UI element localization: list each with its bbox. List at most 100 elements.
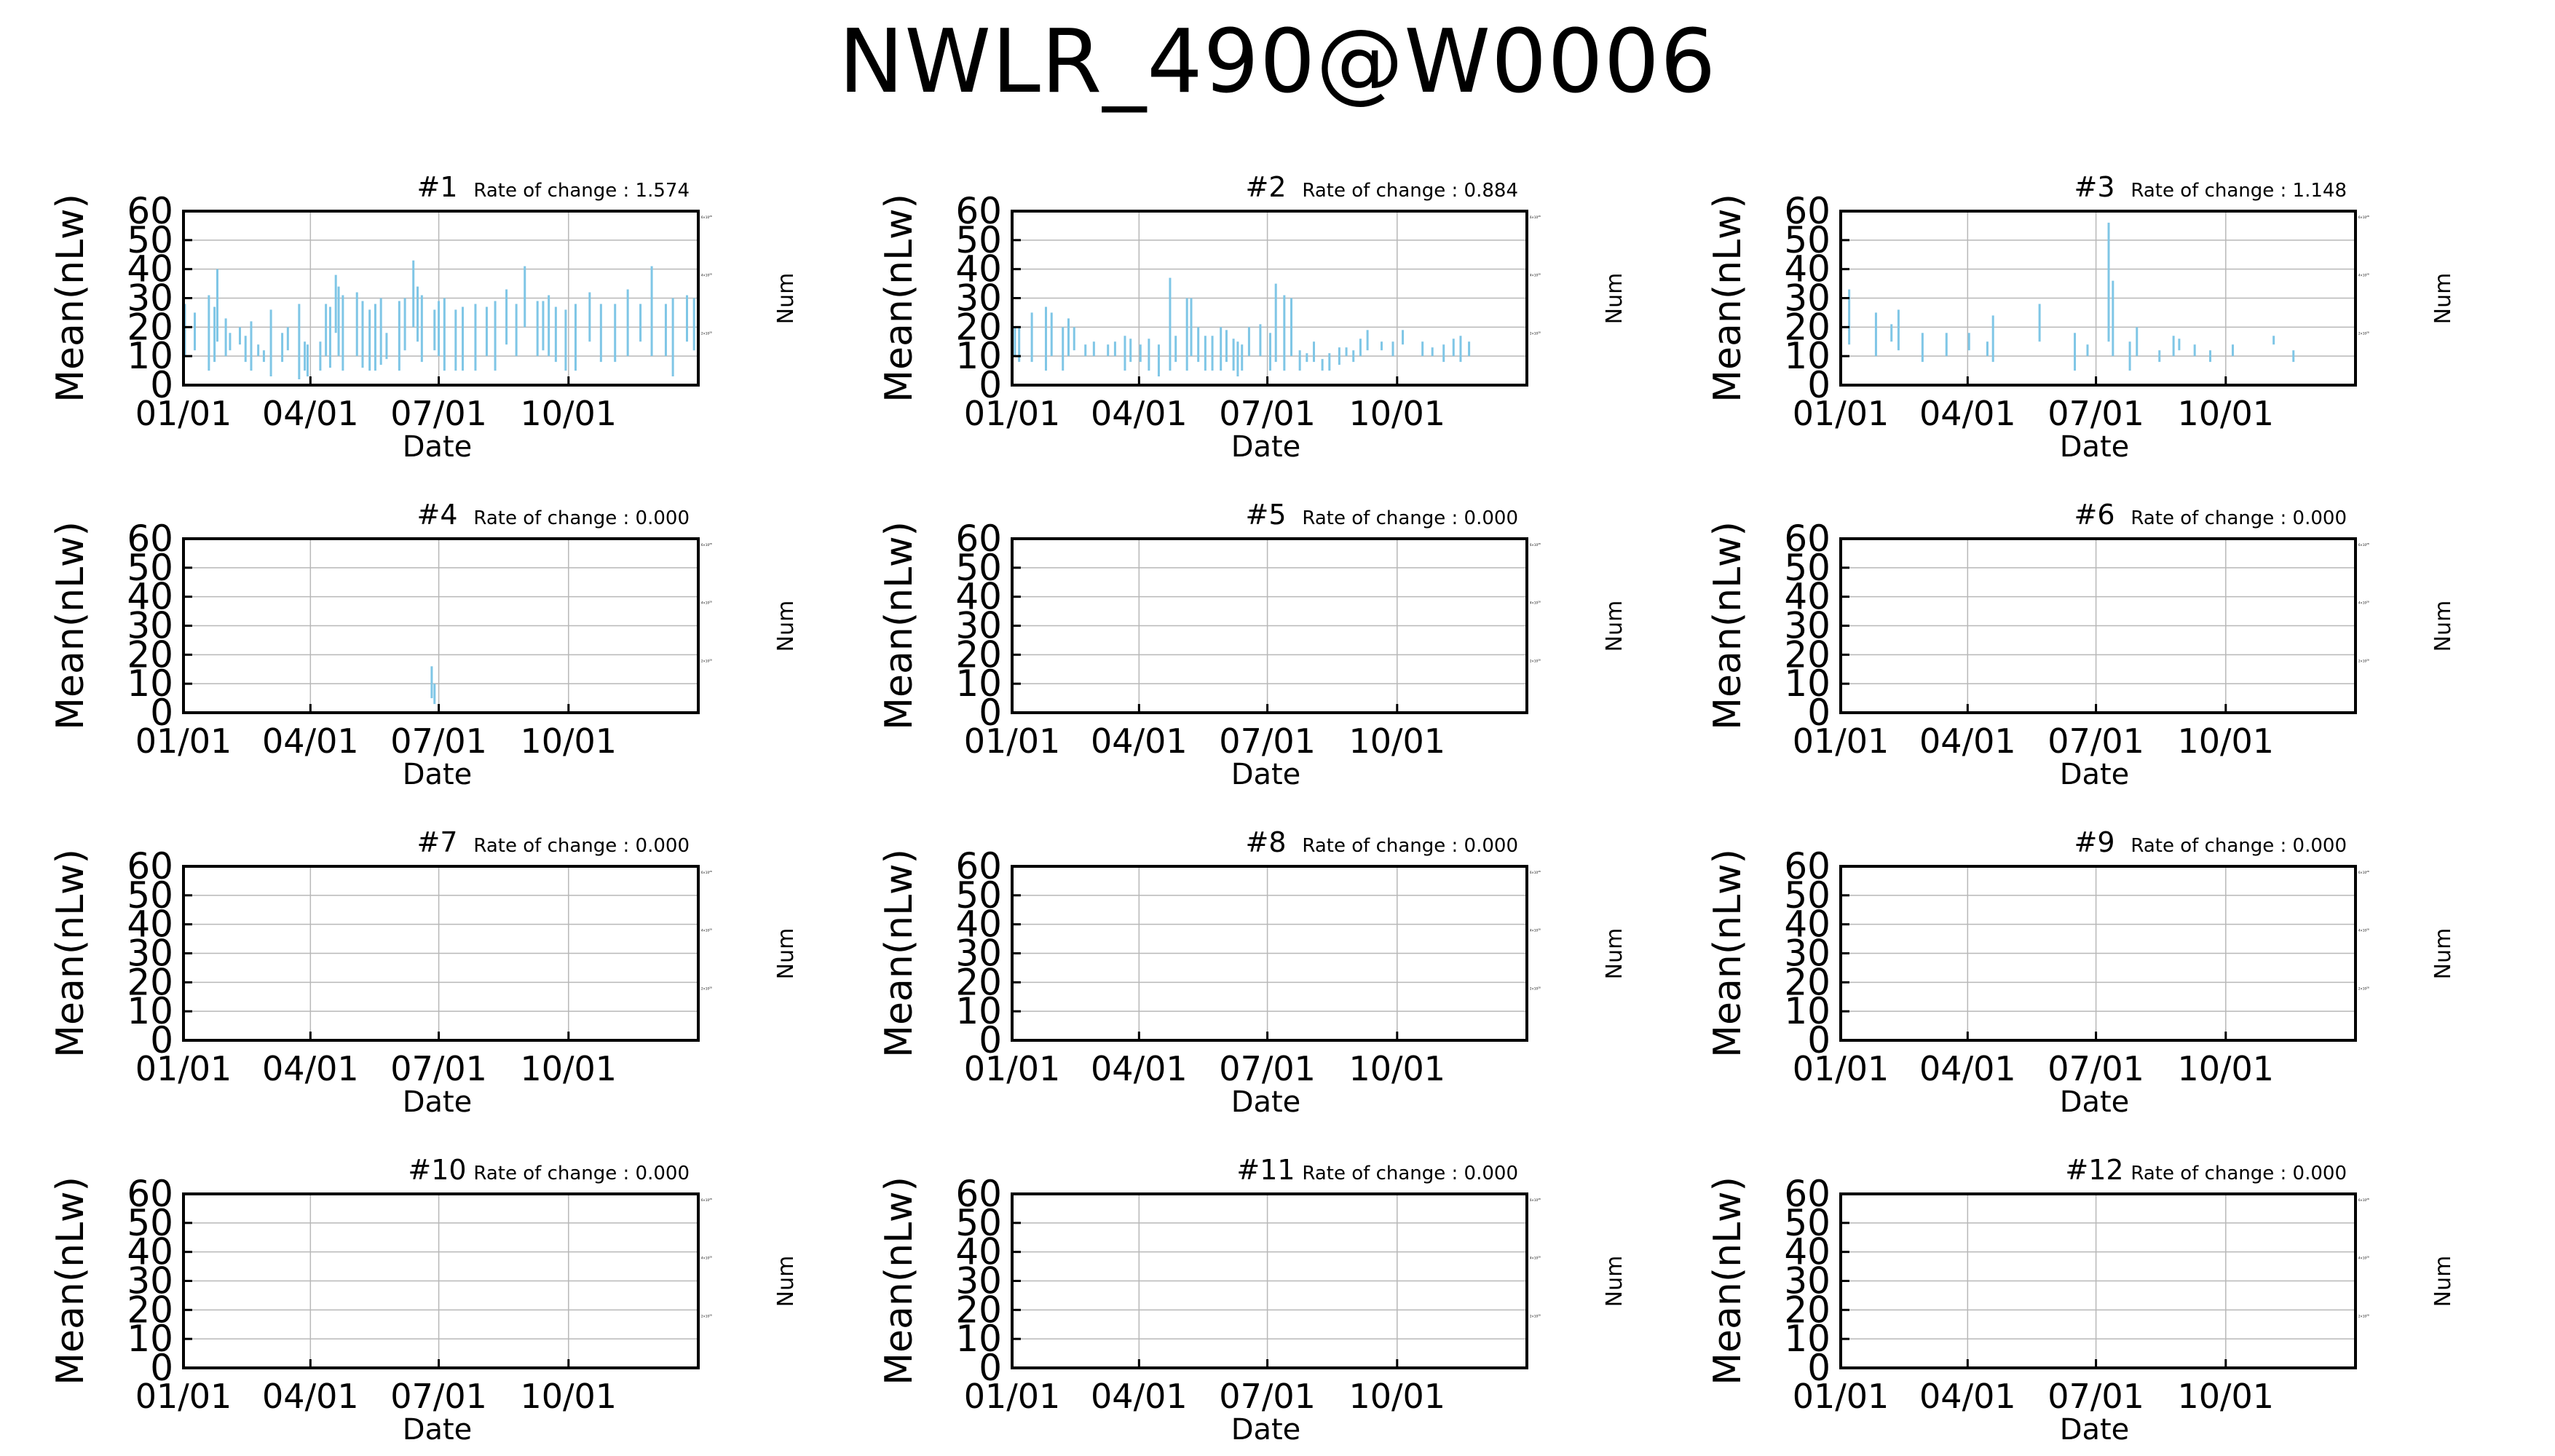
y2-tick-label: 6×1028	[701, 215, 712, 219]
y2-axis-label: Num	[773, 1256, 799, 1307]
panel-title: #1	[416, 171, 457, 203]
y-tick-label: 30	[955, 1260, 1002, 1302]
rate-of-change-label: Rate of change : 0.000	[2131, 1163, 2347, 1184]
x-tick-label: 10/01	[521, 1377, 617, 1416]
panel-title: #9	[2074, 826, 2114, 858]
x-tick-label: 10/01	[521, 721, 617, 761]
y-tick-label: 60	[127, 190, 173, 232]
y2-tick-label: 4×1028	[701, 928, 712, 933]
y-tick-label: 50	[127, 1202, 173, 1244]
y2-tick-label: 4×1028	[701, 1256, 712, 1260]
y-tick-label: 50	[955, 1202, 1002, 1244]
y2-tick-label: 4×1028	[1530, 273, 1541, 277]
rate-of-change-label: Rate of change : 0.000	[473, 507, 690, 529]
y-tick-label: 0	[979, 364, 1002, 406]
y-tick-label: 0	[1807, 1019, 1831, 1061]
y2-tick-label: 4×1028	[1530, 601, 1541, 605]
y-tick-label: 10	[955, 990, 1002, 1032]
y-axis-label: Mean(nLw)	[1706, 194, 1750, 403]
y-tick-label: 30	[127, 933, 173, 975]
y2-tick-label: 4×1028	[1530, 928, 1541, 933]
x-tick-label: 01/01	[964, 1049, 1061, 1088]
y-tick-label: 0	[1807, 692, 1831, 734]
y-axis-label: Mean(nLw)	[1706, 521, 1750, 730]
x-tick-label: 04/01	[262, 394, 359, 433]
y-tick-label: 60	[127, 518, 173, 560]
x-tick-label: 07/01	[1219, 721, 1316, 761]
y-tick-label: 0	[150, 364, 173, 406]
y-tick-label: 50	[955, 219, 1002, 261]
y2-axis-label: Num	[2430, 273, 2456, 325]
y-tick-label: 30	[955, 277, 1002, 320]
y-tick-label: 10	[1784, 1318, 1831, 1360]
x-tick-label: 01/01	[964, 721, 1061, 761]
y-tick-label: 30	[1784, 277, 1831, 320]
y-tick-label: 60	[955, 190, 1002, 232]
rate-of-change-label: Rate of change : 0.000	[2131, 835, 2347, 857]
y-tick-label: 20	[1784, 961, 1831, 1003]
x-axis-label: Date	[1231, 1413, 1301, 1447]
y-tick-label: 10	[127, 335, 173, 377]
x-tick-label: 04/01	[1919, 394, 2016, 433]
y-tick-label: 10	[127, 1318, 173, 1360]
y2-tick-label: 4×1028	[2358, 273, 2369, 277]
y2-tick-label: 6×1028	[1530, 1198, 1541, 1202]
y-tick-label: 10	[1784, 990, 1831, 1032]
y2-axis-label: Num	[1602, 1256, 1627, 1307]
x-tick-label: 01/01	[135, 721, 232, 761]
y-tick-label: 50	[127, 874, 173, 917]
y-tick-label: 40	[127, 248, 173, 290]
y-tick-label: 30	[955, 933, 1002, 975]
x-tick-label: 04/01	[1919, 721, 2016, 761]
y2-tick-label: 2×1028	[701, 658, 712, 662]
y-tick-label: 10	[127, 990, 173, 1032]
y-tick-label: 0	[150, 1347, 173, 1389]
rate-of-change-label: Rate of change : 0.000	[473, 835, 690, 857]
y2-axis-label: Num	[773, 601, 799, 652]
y-tick-label: 30	[1784, 933, 1831, 975]
x-tick-label: 10/01	[2178, 1049, 2275, 1088]
rate-of-change-label: Rate of change : 0.000	[1302, 835, 1518, 857]
panel-title: #3	[2074, 171, 2114, 203]
y-tick-label: 20	[955, 961, 1002, 1003]
y-tick-label: 10	[955, 335, 1002, 377]
y-tick-label: 50	[955, 874, 1002, 917]
y-axis-label: Mean(nLw)	[877, 849, 921, 1058]
y2-tick-label: 2×1028	[1530, 658, 1541, 662]
y-tick-label: 40	[127, 576, 173, 618]
y-tick-label: 20	[955, 633, 1002, 676]
x-tick-label: 10/01	[2178, 721, 2275, 761]
y-tick-label: 50	[955, 547, 1002, 589]
x-tick-label: 07/01	[2047, 1049, 2144, 1088]
y2-tick-label: 4×1028	[2358, 601, 2369, 605]
y-tick-label: 40	[1784, 576, 1831, 618]
y-tick-label: 60	[1784, 190, 1831, 232]
y2-axis-label: Num	[773, 273, 799, 325]
y-tick-label: 20	[127, 633, 173, 676]
y2-tick-label: 6×1028	[2358, 870, 2369, 874]
x-axis-label: Date	[403, 758, 473, 791]
y-tick-label: 20	[127, 961, 173, 1003]
x-tick-label: 01/01	[1793, 721, 1889, 761]
x-tick-label: 10/01	[1349, 394, 1446, 433]
x-axis-label: Date	[1231, 758, 1301, 791]
y-tick-label: 20	[1784, 1289, 1831, 1331]
y2-tick-label: 6×1028	[1530, 870, 1541, 874]
y-tick-label: 20	[955, 306, 1002, 348]
rate-of-change-label: Rate of change : 0.000	[1302, 1163, 1518, 1184]
y-tick-label: 20	[127, 1289, 173, 1331]
y2-axis-label: Num	[1602, 273, 1627, 325]
y2-tick-label: 6×1028	[1530, 542, 1541, 547]
x-axis-label: Date	[2060, 1085, 2130, 1119]
y-tick-label: 60	[955, 1173, 1002, 1215]
x-tick-label: 07/01	[390, 721, 487, 761]
x-tick-label: 07/01	[2047, 1377, 2144, 1416]
y-tick-label: 0	[150, 1019, 173, 1061]
y-tick-label: 20	[1784, 633, 1831, 676]
rate-of-change-label: Rate of change : 0.884	[1302, 180, 1518, 202]
y2-tick-label: 6×1028	[701, 542, 712, 547]
panel-title: #4	[416, 499, 457, 531]
